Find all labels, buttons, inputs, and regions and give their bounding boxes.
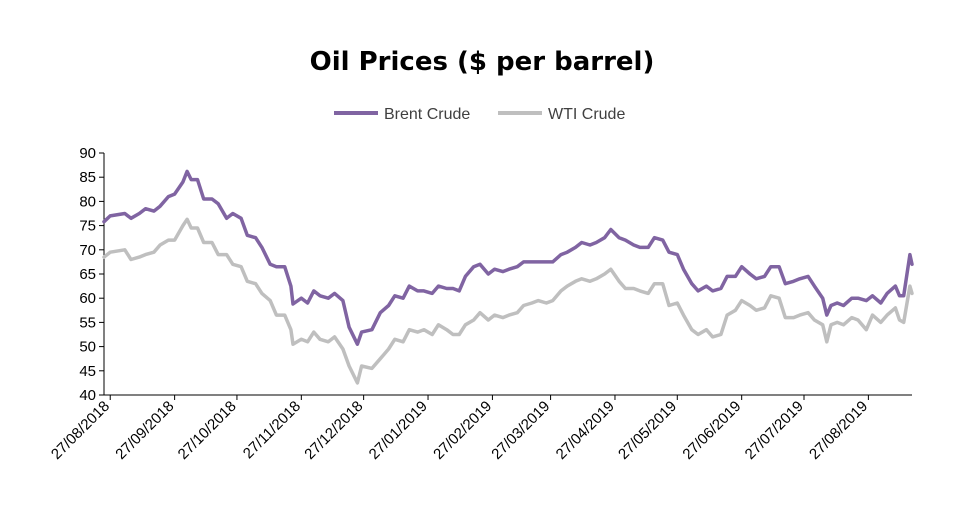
x-tick-label: 27/10/2018 (175, 398, 240, 463)
y-tick-label: 90 (79, 145, 96, 162)
x-tick-label: 27/07/2019 (742, 398, 807, 463)
x-tick-label: 27/08/2019 (806, 398, 871, 463)
series-line-brent (102, 169, 914, 346)
series-line-wti (102, 217, 914, 385)
x-tick-label: 27/01/2019 (366, 398, 431, 463)
y-tick-label: 45 (79, 363, 96, 380)
x-tick-label: 27/03/2019 (488, 398, 553, 463)
y-tick-label: 50 (79, 339, 96, 356)
y-axis: 40 45 50 55 60 65 70 75 80 85 90 (79, 145, 105, 404)
x-tick-label: 27/11/2018 (240, 398, 304, 462)
x-tick-label: 27/05/2019 (615, 398, 680, 463)
y-tick-label: 80 (79, 193, 96, 210)
legend-label-wti: WTI Crude (548, 106, 625, 123)
y-tick-label: 40 (79, 387, 96, 404)
chart-title: Oil Prices ($ per barrel) (310, 47, 655, 77)
x-tick-label: 27/04/2019 (553, 398, 618, 463)
y-tick-label: 65 (79, 266, 96, 283)
x-tick-label: 27/06/2019 (679, 398, 744, 463)
y-tick-label: 60 (79, 290, 96, 307)
y-tick-label: 75 (79, 218, 96, 235)
y-tick-label: 55 (79, 314, 96, 331)
x-tick-label: 27/12/2018 (301, 398, 366, 463)
y-tick-label: 70 (79, 242, 96, 259)
series-layer (102, 169, 914, 385)
legend: Brent Crude WTI Crude (334, 106, 625, 123)
legend-label-brent: Brent Crude (384, 106, 470, 123)
x-tick-label: 27/09/2018 (112, 398, 177, 463)
y-tick-label: 85 (79, 169, 96, 186)
x-tick-label: 27/02/2019 (430, 398, 495, 463)
x-tick-label: 27/08/2018 (48, 398, 113, 463)
